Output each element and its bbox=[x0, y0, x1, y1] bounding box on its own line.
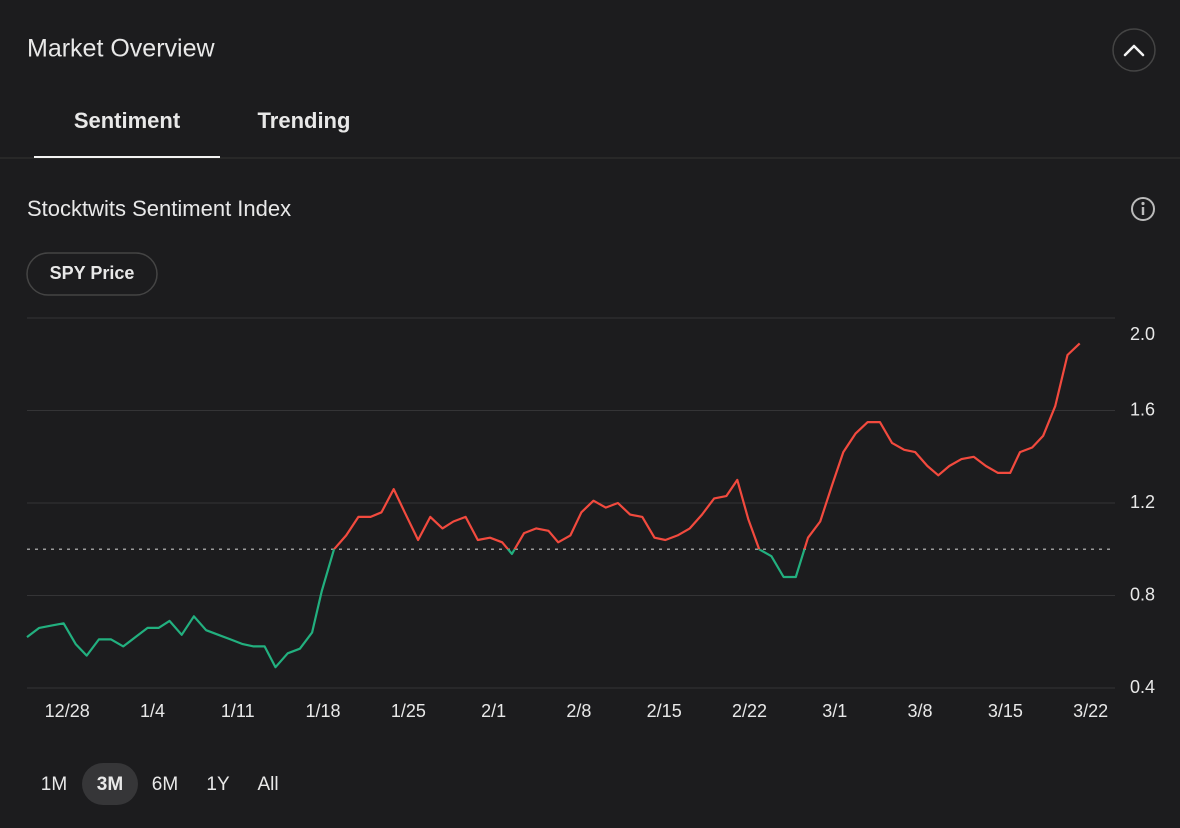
info-stem bbox=[1141, 207, 1145, 215]
info-circle bbox=[1131, 197, 1155, 221]
range-button[interactable]: 3M bbox=[82, 763, 138, 805]
spy-price-button-label: SPY Price bbox=[50, 263, 135, 283]
range-button[interactable]: 6M bbox=[152, 774, 178, 795]
range-active-bg bbox=[82, 763, 138, 805]
x-tick-label: 3/1 bbox=[822, 701, 847, 721]
spy-price-button-outline bbox=[26, 252, 158, 296]
x-tick-label: 2/15 bbox=[647, 701, 682, 721]
range-button[interactable]: 1Y bbox=[206, 774, 230, 795]
y-tick-label: 2.0 bbox=[1130, 324, 1155, 344]
x-tick-label: 2/22 bbox=[732, 701, 767, 721]
collapse-button-circle bbox=[1112, 28, 1156, 72]
range-selector: 1M 3M 6M 1Y All bbox=[41, 763, 279, 805]
x-tick-label: 2/8 bbox=[566, 701, 591, 721]
chevron-up bbox=[1123, 44, 1145, 57]
collapse-button[interactable] bbox=[1112, 28, 1156, 72]
sentiment-chart: 0.4 0.8 1.2 1.6 2.0 12/28 1/4 1/11 1/18 1/25 2/1 2/… bbox=[26, 317, 1155, 721]
x-tick-label: 2/1 bbox=[481, 701, 506, 721]
tab[interactable]: Sentiment bbox=[34, 108, 220, 158]
tab-label: Sentiment bbox=[74, 108, 181, 133]
range-label: 6M bbox=[152, 774, 178, 795]
x-tick-label: 1/18 bbox=[306, 701, 341, 721]
panel-title: Market Overview bbox=[27, 35, 215, 63]
x-tick-label: 1/4 bbox=[140, 701, 165, 721]
tabs: Sentiment Trending bbox=[34, 108, 350, 158]
tab-label: Trending bbox=[258, 108, 351, 133]
x-tick-label: 1/25 bbox=[391, 701, 426, 721]
range-label: 3M bbox=[97, 774, 123, 795]
y-tick-label: 1.6 bbox=[1130, 399, 1155, 419]
tab[interactable]: Trending bbox=[258, 108, 351, 133]
section-title: Stocktwits Sentiment Index bbox=[27, 196, 291, 221]
x-tick-label: 3/15 bbox=[988, 701, 1023, 721]
y-tick-label: 0.8 bbox=[1130, 584, 1155, 604]
tab-underline bbox=[34, 156, 220, 158]
range-label: 1M bbox=[41, 774, 67, 795]
spy-price-button[interactable]: SPY Price bbox=[26, 252, 158, 296]
sentiment-line-below bbox=[26, 549, 806, 669]
info-dot bbox=[1141, 201, 1145, 206]
info-icon[interactable] bbox=[1131, 197, 1155, 221]
y-tick-label: 0.4 bbox=[1130, 677, 1155, 697]
y-tick-label: 1.2 bbox=[1130, 492, 1155, 512]
range-button[interactable]: All bbox=[257, 774, 278, 795]
x-tick-label: 3/22 bbox=[1073, 701, 1108, 721]
range-label: 1Y bbox=[206, 774, 230, 795]
sentiment-line-above bbox=[332, 342, 1081, 550]
x-tick-label: 3/8 bbox=[908, 701, 933, 721]
x-tick-label: 1/11 bbox=[221, 701, 255, 721]
x-tick-label: 12/28 bbox=[45, 701, 90, 721]
range-label: All bbox=[257, 774, 278, 795]
range-button[interactable]: 1M bbox=[41, 774, 67, 795]
